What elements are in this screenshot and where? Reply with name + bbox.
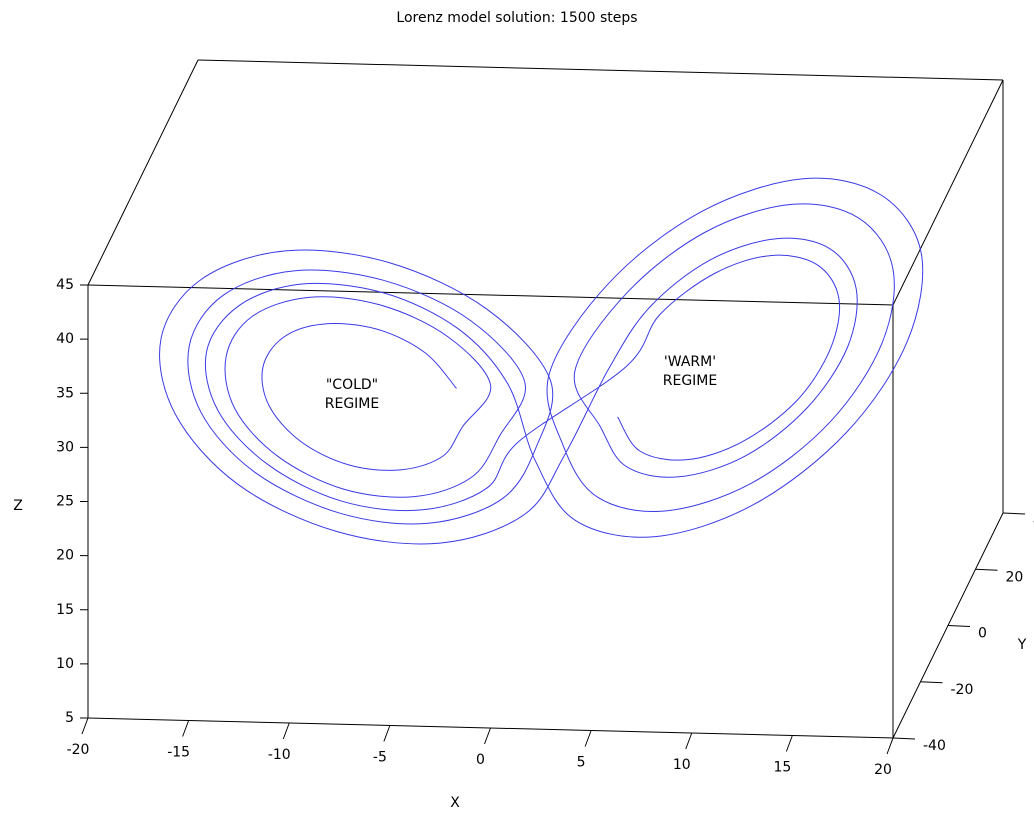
annotation: 'WARM' xyxy=(664,354,716,370)
x-tick-label: 20 xyxy=(874,762,892,778)
trajectory xyxy=(159,177,924,545)
x-tick-label: -15 xyxy=(167,745,190,761)
annotation: REGIME xyxy=(325,396,379,412)
x-tick-label: -20 xyxy=(67,742,90,758)
annotation: "COLD" xyxy=(326,377,378,393)
box-edge xyxy=(87,284,894,306)
y-tick xyxy=(892,737,916,740)
x-tick xyxy=(282,722,290,740)
x-tick xyxy=(886,737,894,755)
z-tick-label: 40 xyxy=(56,331,74,347)
chart-title: Lorenz model solution: 1500 steps xyxy=(396,10,637,26)
x-tick-label: 15 xyxy=(773,760,791,776)
y-tick xyxy=(947,625,971,627)
x-tick xyxy=(685,732,693,750)
z-tick-label: 5 xyxy=(65,710,74,726)
y-tick-label: -20 xyxy=(951,682,974,698)
x-tick-label: 0 xyxy=(476,752,485,768)
x-tick xyxy=(584,730,592,747)
z-tick-label: 25 xyxy=(56,494,74,510)
x-axis-label: X xyxy=(450,795,460,811)
x-tick-label: -5 xyxy=(373,750,387,766)
y-tick xyxy=(1002,512,1026,515)
z-tick-label: 30 xyxy=(56,439,74,455)
x-tick xyxy=(484,727,491,745)
z-tick-label: 35 xyxy=(56,385,74,401)
x-tick xyxy=(383,725,391,742)
x-tick-label: -10 xyxy=(268,747,291,763)
y-axis-label: Y xyxy=(1017,637,1027,653)
y-tick xyxy=(920,681,943,684)
z-tick-label: 15 xyxy=(56,602,74,618)
box-edge xyxy=(892,79,1004,306)
y-tick-label: 20 xyxy=(1006,569,1024,585)
z-tick-label: 45 xyxy=(56,277,74,293)
y-tick-label: -40 xyxy=(923,738,946,754)
annotation: REGIME xyxy=(663,373,717,389)
box-edge xyxy=(197,59,1004,81)
x-tick xyxy=(785,735,793,752)
box-edge xyxy=(87,59,199,286)
y-tick-label: 0 xyxy=(978,626,987,642)
x-tick xyxy=(81,717,89,735)
x-tick-label: 5 xyxy=(577,755,586,771)
x-tick xyxy=(182,720,190,737)
z-axis-label: Z xyxy=(13,498,23,514)
y-tick xyxy=(975,568,998,571)
x-tick-label: 10 xyxy=(673,757,691,773)
z-tick-label: 20 xyxy=(56,548,74,564)
z-tick-label: 10 xyxy=(56,656,74,672)
